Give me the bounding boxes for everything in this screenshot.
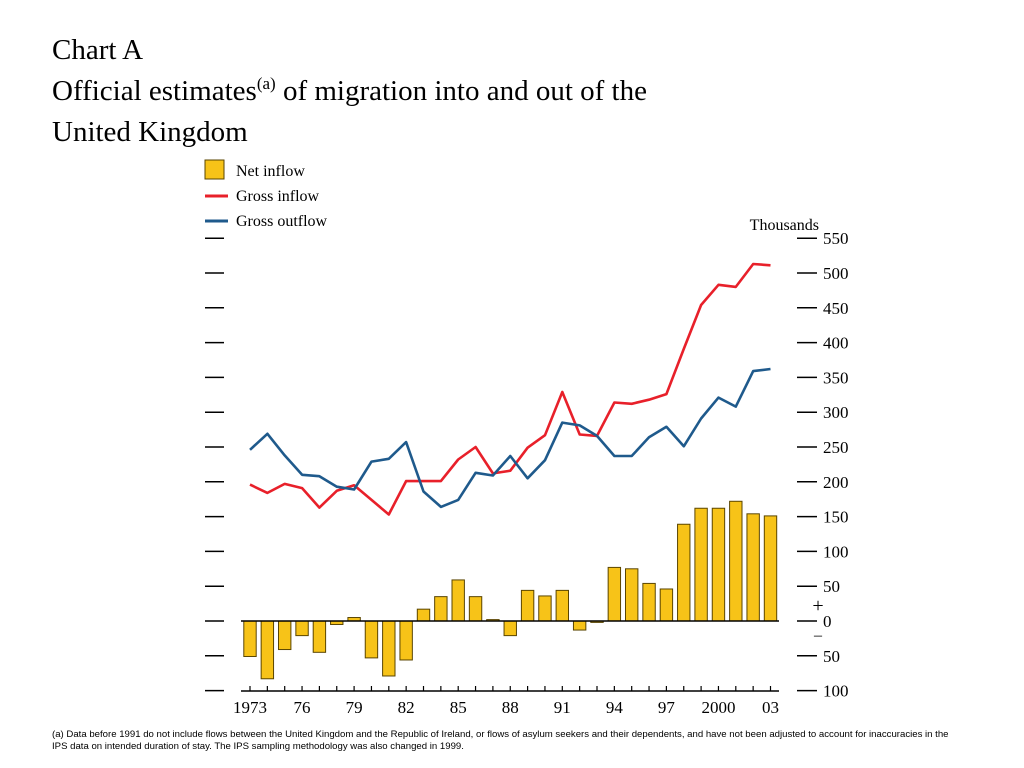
net-inflow-bar xyxy=(312,620,327,653)
chart-title-line-3: United Kingdom xyxy=(52,116,248,148)
net-inflow-bar xyxy=(416,608,431,622)
chart-title: Chart A Official estimates(a) of migrati… xyxy=(52,30,647,153)
y-tick-label: 300 xyxy=(823,403,849,422)
net-inflow-bar xyxy=(555,589,569,622)
net-inflow-bar xyxy=(625,568,639,622)
x-tick-label: 91 xyxy=(554,698,571,717)
x-axis: 1973 76 79 82 85 88 91 94 97 2000 03 xyxy=(233,686,779,717)
net-inflow-bar xyxy=(572,620,587,631)
legend: Net inflow Gross inflow Gross outflow xyxy=(204,159,328,230)
net-inflow-bar xyxy=(468,596,483,622)
y-tick-label: 400 xyxy=(823,334,849,353)
y-tick-label: 550 xyxy=(823,229,849,248)
net-inflow-bar xyxy=(763,515,778,622)
net-inflow-bar xyxy=(659,588,674,622)
x-tick-label: 97 xyxy=(658,698,676,717)
footnote-marker: (a) xyxy=(256,74,276,93)
net-inflow-bar xyxy=(434,596,448,622)
net-inflow-bar xyxy=(538,595,552,622)
y-tick-label: 100 xyxy=(823,682,849,701)
net-inflow-bar xyxy=(642,582,656,622)
net-inflow-bar xyxy=(729,500,743,622)
net-inflow-bar xyxy=(711,507,726,622)
x-tick-label: 79 xyxy=(346,698,363,717)
chart-label: Chart A xyxy=(52,34,144,66)
positive-sign-label: + xyxy=(812,595,823,617)
negative-sign-label: – xyxy=(813,627,823,644)
net-inflow-bar xyxy=(364,620,379,659)
legend-label-gross-inflow: Gross inflow xyxy=(236,188,320,205)
chart-title-line-2: Official estimates(a) of migration into … xyxy=(52,71,647,112)
net-inflow-bar xyxy=(382,620,396,677)
net-inflow-bar xyxy=(503,620,517,637)
y-tick-label: 0 xyxy=(823,612,832,631)
net-inflow-bar xyxy=(399,620,413,661)
gross-outflow-line xyxy=(249,367,771,509)
line-series xyxy=(249,262,771,516)
footnote: (a) Data before 1991 do not include flow… xyxy=(52,729,949,752)
migration-chart: Net inflow Gross inflow Gross outflow Th… xyxy=(204,159,849,717)
gross-inflow-line xyxy=(249,262,771,516)
y-tick-label: 100 xyxy=(823,542,849,561)
chart-title-text-continued: of migration into and out of the xyxy=(275,75,647,107)
net-inflow-bar xyxy=(607,566,622,622)
y-tick-label: 200 xyxy=(823,473,849,492)
x-tick-label: 03 xyxy=(762,698,779,717)
legend-label-gross-outflow: Gross outflow xyxy=(236,213,328,230)
y-tick-label: 50 xyxy=(823,647,840,666)
x-tick-label: 88 xyxy=(502,698,519,717)
net-inflow-bar xyxy=(278,620,292,651)
x-tick-label: 1973 xyxy=(233,698,267,717)
net-inflow-bar xyxy=(243,620,257,657)
net-inflow-bar xyxy=(694,507,708,622)
net-inflow-bar xyxy=(746,513,760,622)
net-inflow-bar xyxy=(451,579,465,622)
net-inflow-bar xyxy=(260,620,275,680)
net-inflow-bar xyxy=(677,523,691,622)
y-tick-label: 150 xyxy=(823,508,849,527)
y-tick-label: 350 xyxy=(823,368,849,387)
legend-label-net-inflow: Net inflow xyxy=(236,163,305,180)
legend-swatch-net-inflow xyxy=(204,159,225,180)
net-inflow-bar xyxy=(520,589,535,622)
y-tick-label: 500 xyxy=(823,264,849,283)
x-tick-label: 2000 xyxy=(701,698,735,717)
y-tick-label: 450 xyxy=(823,299,849,318)
y-tick-label: 250 xyxy=(823,438,849,457)
unit-label: Thousands xyxy=(750,217,819,234)
x-tick-label: 85 xyxy=(450,698,467,717)
chart-title-text: Official estimates xyxy=(52,75,257,107)
x-tick-label: 76 xyxy=(294,698,311,717)
x-tick-label: 94 xyxy=(606,698,624,717)
net-inflow-bar xyxy=(295,620,309,637)
net-inflow-bars xyxy=(243,500,778,680)
x-tick-label: 82 xyxy=(398,698,415,717)
y-tick-label: 50 xyxy=(823,577,840,596)
